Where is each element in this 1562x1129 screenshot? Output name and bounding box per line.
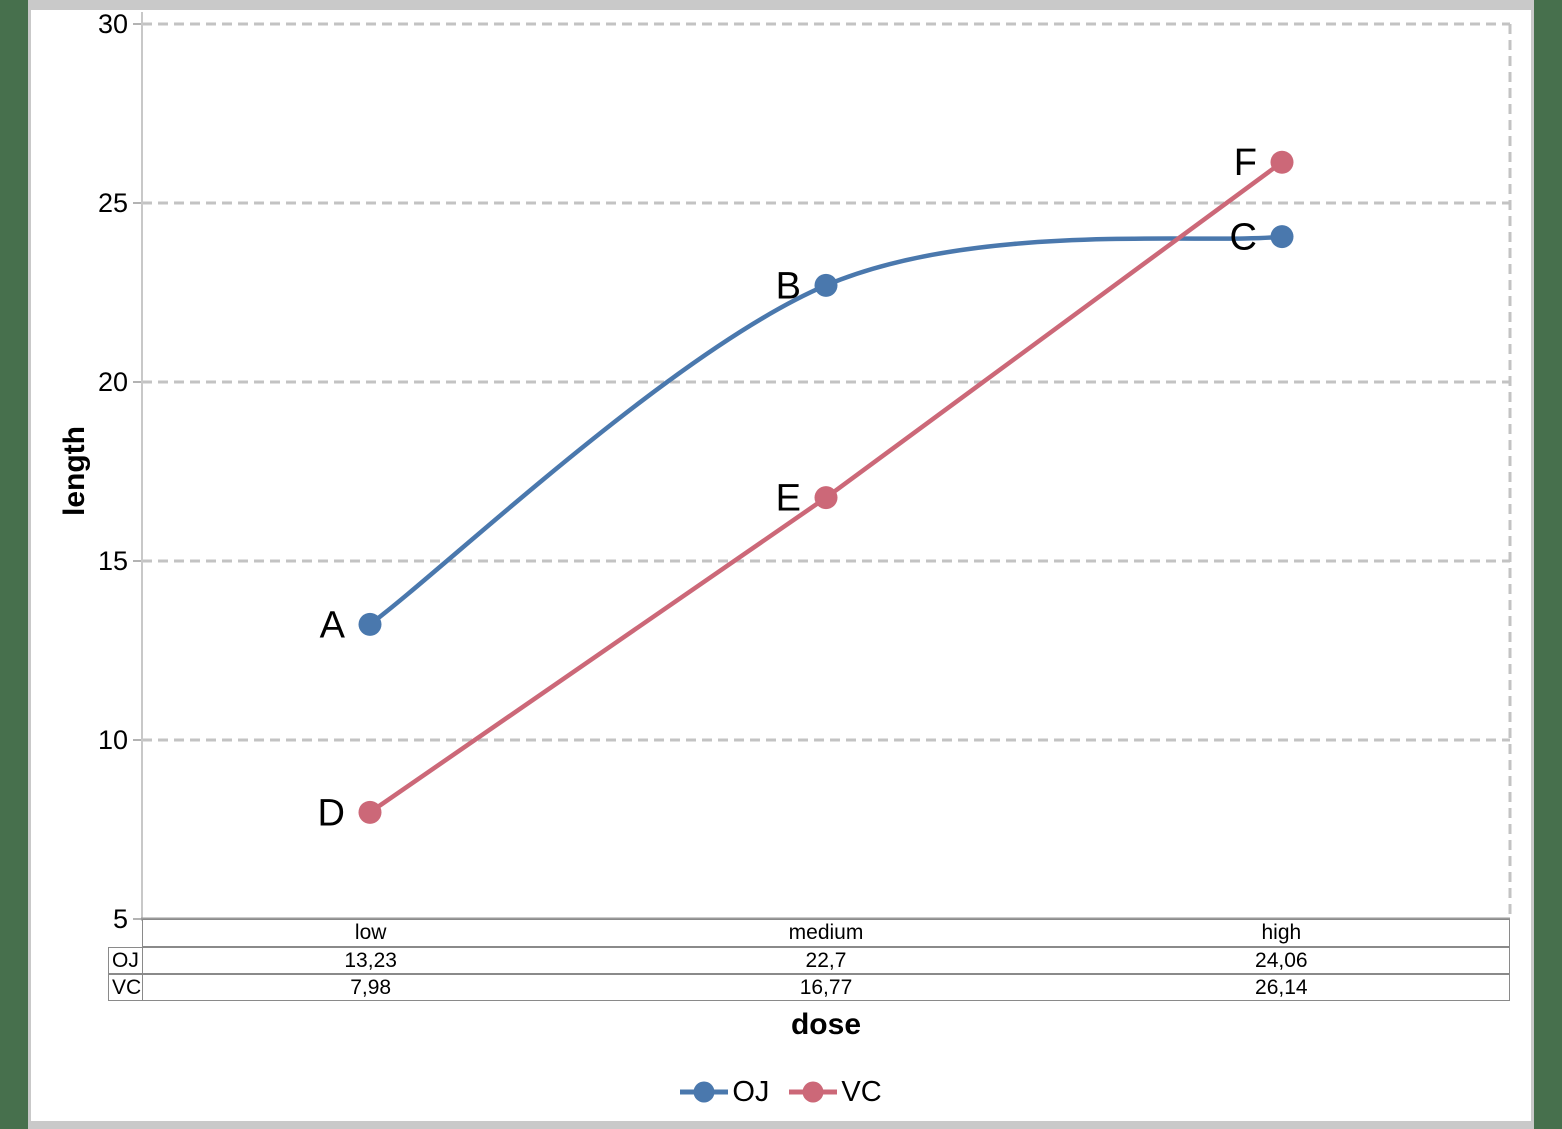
desktop-strip-left [0, 0, 28, 1129]
y-tick-label: 30 [98, 9, 128, 39]
y-tick-label: 10 [98, 725, 128, 755]
table-cell: 16,77 [799, 975, 853, 999]
table-cell: 26,14 [1255, 975, 1308, 999]
table-cell: 13,23 [344, 948, 397, 972]
desktop-strip-right [1534, 0, 1562, 1129]
point-label-E: E [776, 478, 801, 520]
table-header-cell: low [354, 921, 387, 944]
table-row-VC: 7,98 16,77 26,14 [142, 974, 1510, 1001]
table-header-row: low medium high [142, 919, 1510, 947]
table-row-label-OJ: OJ [108, 947, 143, 974]
data-point-F [1270, 150, 1294, 174]
x-axis-title: dose [790, 1008, 862, 1041]
legend-marker-icon [789, 1081, 838, 1103]
y-tick-label: 5 [113, 904, 128, 934]
table-row-label-VC: VC [108, 974, 143, 1001]
table-cell: 7,98 [350, 975, 392, 999]
table-header-cell: high [1261, 921, 1302, 944]
data-point-B [814, 273, 838, 297]
legend-label: OJ [732, 1075, 770, 1108]
point-label-F: F [1234, 142, 1257, 184]
legend-item-VC: VC [789, 1075, 882, 1109]
legend-label: VC [841, 1075, 882, 1108]
y-axis-title: length [58, 426, 91, 516]
table-row-OJ: 13,23 22,7 24,06 [142, 947, 1510, 974]
chart-legend: OJ VC [0, 1070, 1562, 1114]
data-point-A [358, 612, 382, 636]
y-tick-label: 20 [98, 367, 128, 397]
point-label-D: D [318, 792, 345, 834]
legend-marker-icon [680, 1081, 729, 1103]
y-tick-label: 25 [98, 188, 128, 218]
point-label-B: B [776, 265, 801, 307]
data-point-D [358, 800, 382, 824]
point-label-C: C [1230, 217, 1257, 259]
y-tick-label: 15 [98, 546, 128, 576]
table-cell: 22,7 [805, 948, 847, 972]
table-cell: 24,06 [1255, 948, 1308, 972]
point-label-A: A [320, 604, 346, 646]
data-point-C [1270, 225, 1294, 249]
table-header-cell: medium [788, 921, 864, 944]
data-point-E [814, 486, 838, 510]
legend-item-OJ: OJ [680, 1076, 769, 1109]
